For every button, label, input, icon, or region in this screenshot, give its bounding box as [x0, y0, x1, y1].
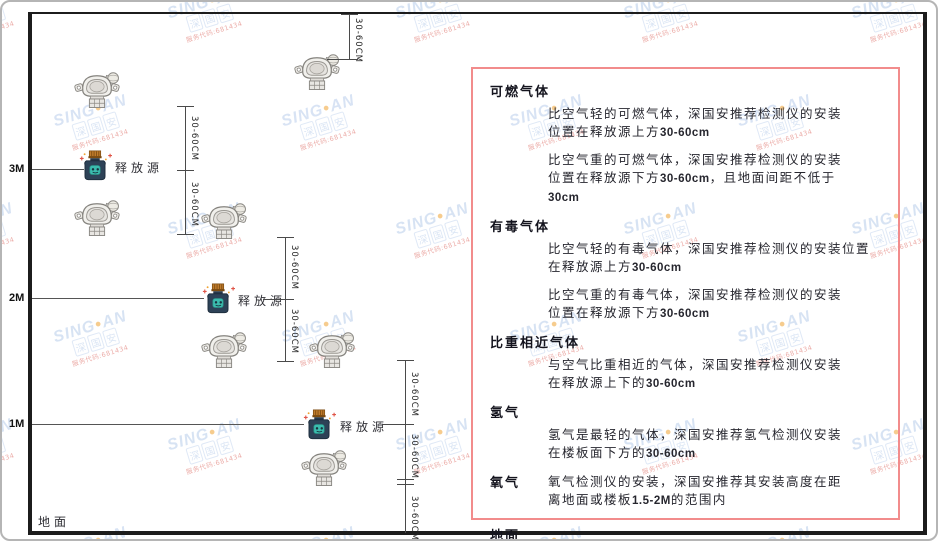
left-wall-line — [28, 12, 32, 535]
height-label-3m: 3M — [9, 163, 25, 175]
dimension-line-ceiling: 30-60CM — [327, 14, 363, 63]
dimension-line-2m: 30-60CM 30-60CM — [263, 237, 299, 362]
section-similar-density-gas: 比重相近气体 与空气比重相近的气体，深国安推荐检测仪安装 在释放源上下的30-6… — [490, 332, 888, 393]
info-panel: 可燃气体 比空气轻的可燃气体，深国安推荐检测仪的安装 位置在释放源上方30-60… — [471, 67, 900, 539]
gas-detector-icon — [74, 198, 120, 236]
dimension-line-3m: 30-60CM 30-60CM — [177, 106, 199, 235]
section-ground: 地面 检测仪地面间距，深国安推荐在30-60cm，且不得 小于30cm，因为过低… — [490, 525, 888, 541]
section-combustible-gas: 可燃气体 比空气轻的可燃气体，深国安推荐检测仪的安装 位置在释放源上方30-60… — [490, 81, 888, 207]
dim-label: 30-60CM — [289, 245, 299, 290]
release-source-icon-1m — [302, 408, 336, 442]
dimension-line-1m: 30-60CM 30-60CM 30-60CM — [383, 360, 419, 539]
height-label-2m: 2M — [9, 292, 25, 304]
paragraph: 比空气重的可燃气体，深国安推荐检测仪的安装 位置在释放源下方30-60cm，且地… — [548, 152, 843, 204]
gas-detector-icon — [74, 70, 120, 108]
dim-label: 30-60CM — [189, 116, 199, 161]
dim-label: 30-60CM — [353, 18, 363, 63]
section-hydrogen: 氢气 氢气是最轻的气体，深国安推荐氢气检测仪安装 在楼板面下方的30-60cm — [490, 402, 888, 463]
right-wall-line — [923, 12, 927, 535]
height-line-1m — [32, 424, 304, 425]
release-source-icon-3m — [78, 149, 112, 183]
section-heading: 比重相近气体 — [490, 336, 581, 351]
gas-detector-icon — [309, 330, 355, 368]
dim-label: 30-60CM — [409, 434, 419, 479]
gas-detector-icon — [294, 52, 340, 90]
release-source-label-1m: 释放源 — [340, 420, 389, 434]
gas-detector-icon — [201, 330, 247, 368]
paragraph: 比空气轻的可燃气体，深国安推荐检测仪的安装 位置在释放源上方30-60cm — [548, 106, 843, 139]
release-source-label-3m: 释放源 — [115, 161, 164, 175]
height-line-2m — [32, 298, 204, 299]
paragraph: 氧气检测仪的安装，深国安推荐其安装高度在距 离地面或楼板1.5-2M的范围内 — [548, 474, 843, 507]
ground-line — [28, 531, 927, 535]
dim-label: 30-60CM — [289, 309, 299, 354]
release-source-icon-2m — [201, 282, 235, 316]
dim-label: 30-60CM — [409, 372, 419, 417]
section-toxic-gas: 有毒气体 比空气轻的有毒气体，深国安推荐检测仪的安装位置 在释放源上方30-60… — [490, 216, 888, 323]
ground-text-label: 地面 — [38, 515, 71, 529]
dim-label: 30-60CM — [409, 496, 419, 541]
height-line-3m — [32, 169, 84, 170]
paragraph: 氢气是最轻的气体，深国安推荐氢气检测仪安装 在楼板面下方的30-60cm — [548, 427, 843, 460]
paragraph: 比空气重的有毒气体，深国安推荐检测仪的安装 位置在释放源下方30-60cm — [548, 287, 843, 320]
section-heading: 氧气 — [490, 476, 521, 491]
section-heading: 有毒气体 — [490, 220, 551, 235]
gas-detector-icon — [301, 448, 347, 486]
gas-detector-icon — [201, 201, 247, 239]
section-oxygen: 氧气 氧气检测仪的安装，深国安推荐其安装高度在距 离地面或楼板1.5-2M的范围… — [490, 472, 888, 510]
dim-label: 30-60CM — [189, 182, 199, 227]
release-source-label-2m: 释放源 — [238, 294, 287, 308]
height-label-1m: 1M — [9, 418, 25, 430]
section-heading: 地面 — [490, 529, 521, 541]
ceiling-line — [28, 12, 927, 14]
section-heading: 氢气 — [490, 406, 521, 421]
paragraph: 与空气比重相近的气体，深国安推荐检测仪安装 在释放源上下的30-60cm — [548, 357, 843, 390]
section-heading: 可燃气体 — [490, 85, 551, 100]
paragraph: 比空气轻的有毒气体，深国安推荐检测仪的安装位置 在释放源上方30-60cm — [548, 241, 871, 274]
